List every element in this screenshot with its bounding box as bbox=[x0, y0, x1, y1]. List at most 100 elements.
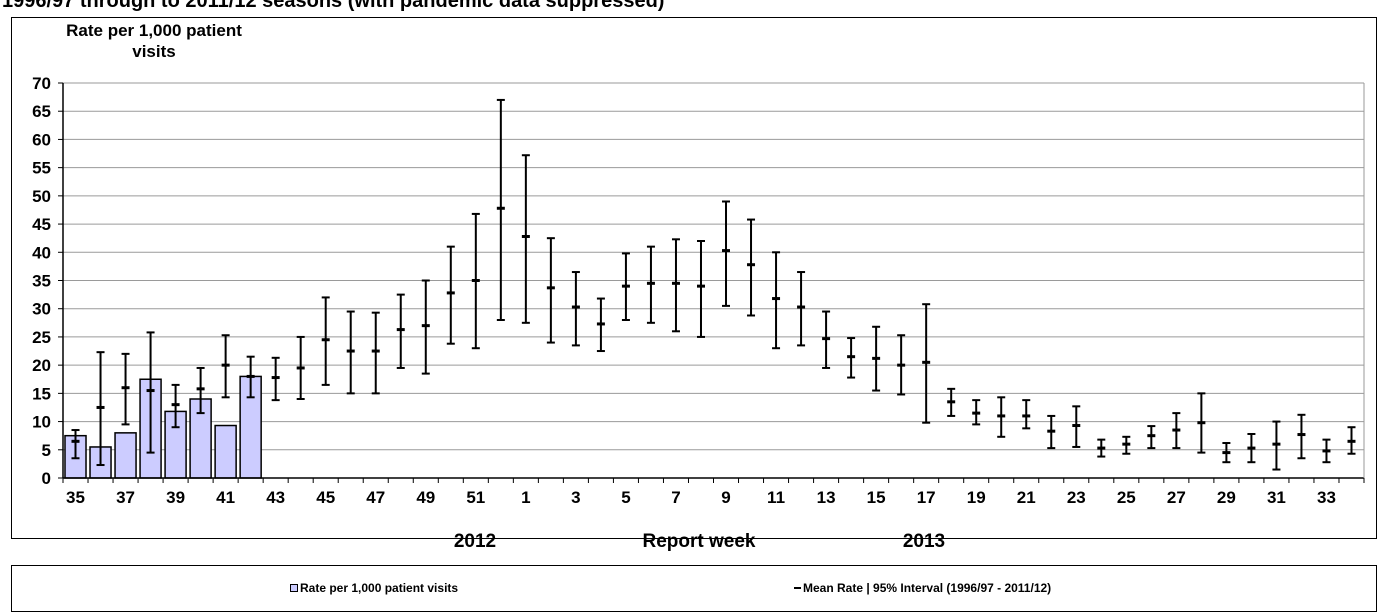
y-tick-label: 20 bbox=[32, 356, 51, 375]
y-tick-label: 15 bbox=[32, 384, 51, 403]
x-tick-label: 45 bbox=[316, 488, 335, 507]
legend-bar-swatch-icon bbox=[290, 584, 298, 592]
year-label-2013: 2013 bbox=[903, 531, 945, 552]
x-tick-label: 47 bbox=[366, 488, 385, 507]
legend-mean-label: Mean Rate | 95% Interval (1996/97 - 2011… bbox=[803, 581, 1052, 595]
legend-item-rate: Rate per 1,000 patient visits bbox=[290, 581, 458, 595]
error-bar bbox=[471, 212, 480, 350]
legend-rate-label: Rate per 1,000 patient visits bbox=[300, 581, 459, 595]
error-bar bbox=[196, 366, 205, 415]
error-bars bbox=[71, 98, 1356, 471]
x-tick-label: 3 bbox=[571, 488, 580, 507]
bar bbox=[214, 424, 237, 479]
error-bar bbox=[1247, 432, 1256, 464]
x-tick-label: 11 bbox=[767, 488, 785, 507]
bars bbox=[64, 375, 262, 479]
y-tick-label: 25 bbox=[32, 328, 51, 347]
error-bar bbox=[421, 279, 430, 375]
error-bar bbox=[972, 399, 981, 426]
error-bar bbox=[146, 331, 155, 454]
error-bar bbox=[271, 356, 280, 402]
x-tick-label: 21 bbox=[1017, 488, 1036, 507]
y-tick-label: 10 bbox=[32, 413, 51, 432]
y-tick-label: 35 bbox=[32, 272, 51, 291]
y-tick-label: 0 bbox=[42, 469, 51, 488]
y-axis-title-line1: Rate per 1,000 patient bbox=[66, 21, 242, 40]
y-tick-label: 45 bbox=[32, 215, 51, 234]
error-bar bbox=[671, 238, 680, 333]
error-bar bbox=[797, 271, 806, 347]
error-bar bbox=[897, 334, 906, 396]
error-bar bbox=[1072, 405, 1081, 448]
error-bar bbox=[346, 310, 355, 395]
x-tick-label: 13 bbox=[817, 488, 836, 507]
error-bar bbox=[496, 98, 505, 321]
y-tick-label: 30 bbox=[32, 300, 51, 319]
x-tick-label: 43 bbox=[266, 488, 285, 507]
y-axis-title-line2: visits bbox=[132, 42, 176, 61]
x-tick-label: 51 bbox=[466, 488, 485, 507]
error-bar bbox=[872, 325, 881, 392]
chart-title: 1996/97 through to 2011/12 seasons (with… bbox=[2, 0, 665, 12]
error-bar bbox=[1047, 414, 1056, 450]
error-bar bbox=[446, 245, 455, 345]
error-bar bbox=[1197, 392, 1206, 454]
error-bar bbox=[696, 240, 705, 338]
error-bar bbox=[646, 245, 655, 324]
y-tick-label: 55 bbox=[32, 159, 51, 178]
y-tick-label: 60 bbox=[32, 130, 51, 149]
error-bar bbox=[396, 293, 405, 369]
y-tick-label: 70 bbox=[32, 74, 51, 93]
x-tick-label: 19 bbox=[967, 488, 986, 507]
error-bar bbox=[1022, 399, 1031, 430]
x-tick-label: 25 bbox=[1117, 488, 1136, 507]
error-bar bbox=[847, 337, 856, 379]
x-tick-label: 39 bbox=[166, 488, 185, 507]
error-bar bbox=[96, 351, 105, 467]
x-axis-title: Report week bbox=[643, 531, 756, 552]
error-bar bbox=[621, 252, 630, 321]
error-bar bbox=[571, 271, 580, 347]
error-bar bbox=[1122, 435, 1131, 455]
error-bar bbox=[321, 296, 330, 386]
error-bar bbox=[221, 334, 230, 399]
x-tick-label: 33 bbox=[1317, 488, 1336, 507]
x-tick-label: 49 bbox=[416, 488, 435, 507]
x-tick-label: 35 bbox=[66, 488, 85, 507]
x-tick-label: 5 bbox=[621, 488, 630, 507]
error-bar bbox=[121, 352, 130, 426]
error-bar bbox=[296, 335, 305, 400]
legend-errorbar-swatch-icon bbox=[794, 587, 801, 589]
error-bar bbox=[922, 303, 931, 424]
x-tick-label: 37 bbox=[116, 488, 135, 507]
error-bar bbox=[521, 154, 530, 324]
error-bar bbox=[997, 396, 1006, 438]
error-bar bbox=[1222, 442, 1231, 464]
error-bar bbox=[1097, 438, 1106, 458]
y-tick-label: 65 bbox=[32, 102, 51, 121]
error-bar bbox=[1172, 412, 1181, 450]
legend-item-mean: Mean Rate | 95% Interval (1996/97 - 2011… bbox=[794, 581, 1051, 595]
error-bar bbox=[596, 297, 605, 353]
error-bar bbox=[1347, 426, 1356, 455]
x-tick-label: 27 bbox=[1167, 488, 1186, 507]
chart-frame bbox=[11, 17, 1377, 539]
error-bar bbox=[772, 251, 781, 350]
error-bar bbox=[171, 383, 180, 429]
legend: Rate per 1,000 patient visits Mean Rate … bbox=[11, 565, 1377, 612]
x-tick-label: 1 bbox=[521, 488, 530, 507]
bar bbox=[114, 432, 137, 479]
error-bar bbox=[1322, 438, 1331, 464]
year-label-2012: 2012 bbox=[454, 531, 496, 552]
x-tick-label: 29 bbox=[1217, 488, 1236, 507]
error-bar bbox=[947, 387, 956, 417]
error-bar bbox=[71, 429, 80, 460]
x-tick-label: 15 bbox=[867, 488, 886, 507]
y-axis-title: Rate per 1,000 patient visits bbox=[36, 20, 272, 62]
error-bar bbox=[1272, 420, 1281, 471]
error-bar bbox=[822, 310, 831, 369]
axes bbox=[58, 82, 1365, 483]
error-bar bbox=[546, 237, 555, 344]
